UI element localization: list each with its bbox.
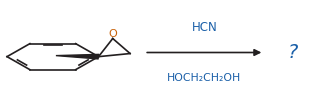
Text: O: O [108, 29, 117, 39]
Text: HCN: HCN [191, 21, 217, 34]
Text: HOCH₂CH₂OH: HOCH₂CH₂OH [167, 73, 241, 83]
Polygon shape [56, 54, 99, 59]
Text: ?: ? [288, 43, 298, 62]
